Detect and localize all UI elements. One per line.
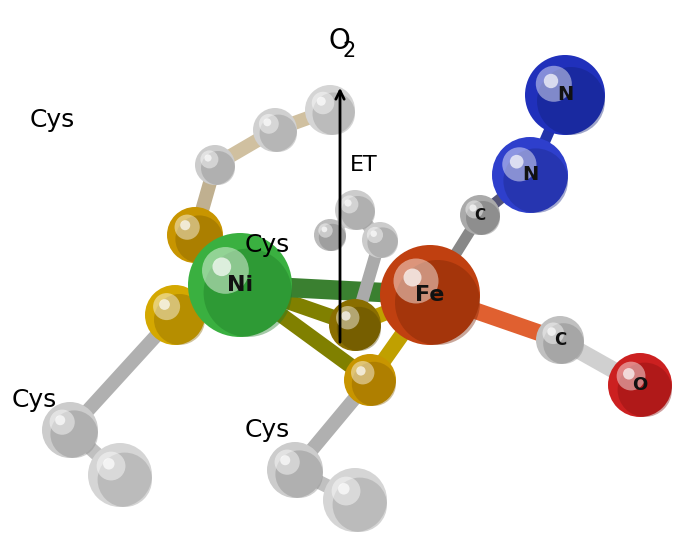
Circle shape xyxy=(537,67,605,135)
Circle shape xyxy=(259,114,279,134)
Text: Cys: Cys xyxy=(12,388,57,412)
Circle shape xyxy=(342,311,350,320)
Circle shape xyxy=(394,259,439,303)
Circle shape xyxy=(176,215,223,263)
Text: Cys: Cys xyxy=(245,418,290,442)
Circle shape xyxy=(98,453,152,507)
Circle shape xyxy=(460,195,500,235)
Circle shape xyxy=(335,190,375,230)
Circle shape xyxy=(42,402,98,458)
Circle shape xyxy=(510,155,524,168)
Circle shape xyxy=(341,196,375,230)
Circle shape xyxy=(547,327,556,336)
Circle shape xyxy=(536,316,584,364)
Circle shape xyxy=(313,93,355,135)
Circle shape xyxy=(333,478,387,532)
Circle shape xyxy=(205,155,211,161)
Circle shape xyxy=(623,368,634,379)
Text: N: N xyxy=(557,85,573,104)
Circle shape xyxy=(319,223,333,238)
Circle shape xyxy=(618,362,672,417)
Circle shape xyxy=(204,248,292,337)
Text: Cys: Cys xyxy=(245,233,290,257)
Circle shape xyxy=(380,245,480,345)
Circle shape xyxy=(356,366,366,376)
Circle shape xyxy=(504,148,568,213)
Circle shape xyxy=(338,483,350,495)
Text: C: C xyxy=(475,207,485,222)
Circle shape xyxy=(617,361,645,391)
Circle shape xyxy=(525,55,605,135)
Circle shape xyxy=(280,455,290,465)
Circle shape xyxy=(180,220,190,230)
Circle shape xyxy=(312,92,334,114)
Text: O: O xyxy=(632,376,647,394)
Circle shape xyxy=(200,150,219,168)
Text: N: N xyxy=(522,166,538,184)
Circle shape xyxy=(49,409,75,435)
Text: Fe: Fe xyxy=(415,285,445,305)
Circle shape xyxy=(97,451,126,480)
Circle shape xyxy=(544,74,558,88)
Circle shape xyxy=(395,260,480,345)
Circle shape xyxy=(275,449,300,475)
Text: C: C xyxy=(554,331,566,349)
Circle shape xyxy=(305,85,355,135)
Circle shape xyxy=(314,219,346,251)
Circle shape xyxy=(336,306,359,329)
Circle shape xyxy=(340,196,358,213)
Text: 2: 2 xyxy=(343,41,356,61)
Circle shape xyxy=(317,97,326,106)
Circle shape xyxy=(175,215,200,240)
Circle shape xyxy=(543,322,564,344)
Circle shape xyxy=(202,247,249,294)
Circle shape xyxy=(367,227,383,243)
Circle shape xyxy=(55,415,65,425)
Circle shape xyxy=(319,224,346,251)
Circle shape xyxy=(536,66,572,102)
Circle shape xyxy=(367,228,398,258)
Circle shape xyxy=(502,147,537,181)
Circle shape xyxy=(213,257,231,276)
Circle shape xyxy=(323,468,387,532)
Text: ET: ET xyxy=(350,155,378,175)
Text: Ni: Ni xyxy=(227,275,253,295)
Circle shape xyxy=(188,233,292,337)
Circle shape xyxy=(321,227,327,232)
Circle shape xyxy=(331,477,360,505)
Circle shape xyxy=(145,285,205,345)
Circle shape xyxy=(492,137,568,213)
Circle shape xyxy=(465,200,483,219)
Circle shape xyxy=(329,299,381,351)
Circle shape xyxy=(608,353,672,417)
Circle shape xyxy=(466,201,500,235)
Circle shape xyxy=(404,269,421,287)
Circle shape xyxy=(337,307,381,351)
Circle shape xyxy=(103,458,115,470)
Text: Cys: Cys xyxy=(30,108,75,132)
Circle shape xyxy=(275,450,323,498)
Circle shape xyxy=(154,294,205,345)
Circle shape xyxy=(167,207,223,263)
Circle shape xyxy=(153,293,180,320)
Circle shape xyxy=(543,323,584,364)
Circle shape xyxy=(201,151,235,185)
Circle shape xyxy=(344,199,352,207)
Circle shape xyxy=(253,108,297,152)
Circle shape xyxy=(267,442,323,498)
Circle shape xyxy=(352,362,396,406)
Circle shape xyxy=(362,222,398,258)
Circle shape xyxy=(51,410,98,458)
Circle shape xyxy=(351,361,375,384)
Circle shape xyxy=(469,204,477,212)
Circle shape xyxy=(88,443,152,507)
Circle shape xyxy=(195,145,235,185)
Circle shape xyxy=(263,118,271,126)
Circle shape xyxy=(159,299,170,310)
Text: O: O xyxy=(328,27,350,55)
Circle shape xyxy=(344,354,396,406)
Circle shape xyxy=(260,115,297,152)
Circle shape xyxy=(371,230,377,237)
